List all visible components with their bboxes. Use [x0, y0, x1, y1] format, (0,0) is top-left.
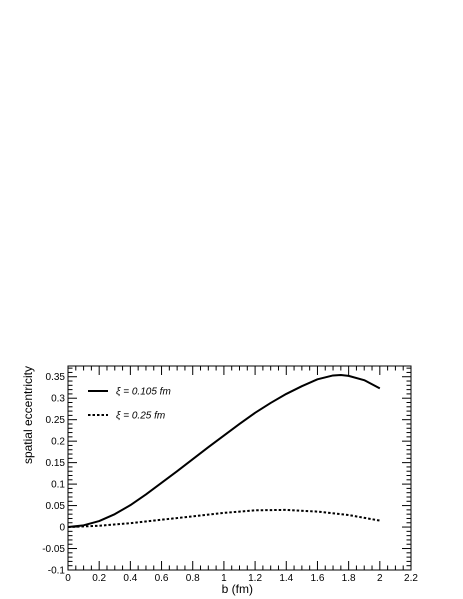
x-tick-label: 0.8 [186, 573, 200, 584]
x-tick-label: 1.2 [248, 573, 262, 584]
y-tick-label: 0.15 [46, 458, 66, 469]
x-tick-label: 2 [377, 573, 383, 584]
axis-tick-labels: 0 0.2 0.4 0.6 0.8 1 1.2 1.4 1.6 1.8 2 2.2 -0.1 -0.05 0… [42, 372, 418, 584]
x-tick-label: 1.4 [279, 573, 293, 584]
x-axis-title: b (fm) [222, 582, 253, 596]
y-tick-label: 0.2 [51, 437, 65, 448]
y-tick-label: 0.1 [51, 480, 65, 491]
y-tick-label: -0.1 [48, 566, 66, 577]
series-layer [67, 374, 381, 529]
y-tick-label: -0.05 [42, 544, 65, 555]
axis-ticks [67, 366, 412, 571]
y-axis-title: spatial eccentricity [21, 366, 35, 464]
x-tick-label: 2.2 [404, 573, 418, 584]
x-tick-label: 0 [65, 573, 71, 584]
y-tick-label: 0.3 [51, 394, 65, 405]
y-tick-label: 0.35 [46, 372, 66, 383]
x-tick-label: 1 [221, 573, 227, 584]
x-tick-label: 1.6 [311, 573, 325, 584]
series-line-2 [67, 508, 380, 529]
y-tick-label: 0.05 [46, 501, 66, 512]
series-line-1 [67, 374, 381, 529]
y-tick-label: 0.25 [46, 415, 66, 426]
legend: ξ = 0.105 fm ξ = 0.25 fm [88, 387, 171, 422]
y-tick-label: 0 [59, 523, 65, 534]
legend-label-2: ξ = 0.25 fm [116, 411, 165, 422]
x-tick-label: 0.6 [155, 573, 169, 584]
x-tick-label: 1.8 [342, 573, 356, 584]
x-tick-label: 0.4 [123, 573, 137, 584]
legend-label-1: ξ = 0.105 fm [116, 387, 171, 398]
x-tick-label: 0.2 [92, 573, 106, 584]
